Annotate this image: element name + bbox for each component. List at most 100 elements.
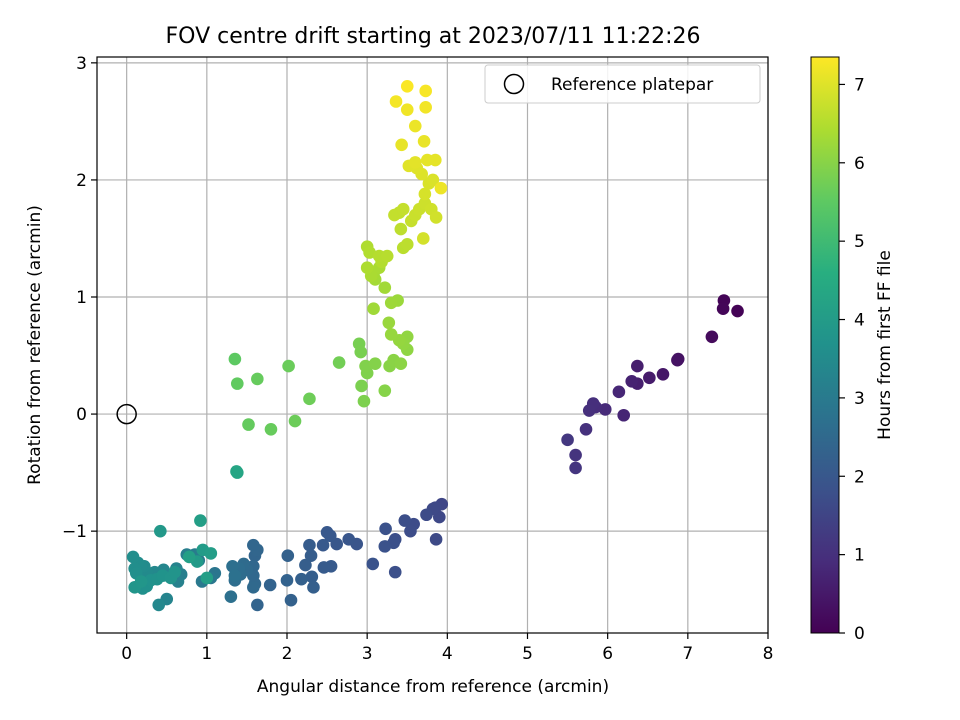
data-point <box>388 565 402 579</box>
legend-marker <box>503 73 525 95</box>
data-point <box>303 392 316 406</box>
data-point <box>418 187 432 201</box>
data-point <box>182 550 196 564</box>
data-point <box>168 565 182 579</box>
data-point <box>342 533 356 546</box>
x-axis-label: Angular distance from reference (arcmin) <box>257 677 609 697</box>
data-point <box>247 538 260 552</box>
data-point <box>579 422 593 436</box>
data-point <box>379 522 392 536</box>
data-point <box>569 448 582 462</box>
data-point <box>394 222 408 236</box>
data-point <box>731 304 744 318</box>
data-point <box>396 202 410 216</box>
data-points <box>126 79 744 612</box>
data-point <box>404 524 417 538</box>
data-point <box>429 153 442 167</box>
x-tick-label: 3 <box>362 644 373 664</box>
data-point <box>134 575 148 588</box>
data-point <box>400 79 414 93</box>
data-point <box>631 359 644 373</box>
data-point <box>656 367 670 381</box>
plot-frame <box>96 56 769 634</box>
data-point <box>282 359 295 373</box>
y-axis-ticks: −1 0 1 2 3 <box>62 54 97 542</box>
data-point <box>317 561 331 574</box>
data-point <box>332 356 346 369</box>
data-point <box>408 119 422 133</box>
data-point <box>323 529 337 543</box>
legend: Reference platepar <box>484 64 761 104</box>
x-axis-ticks: 0 1 2 3 4 5 6 7 8 <box>121 633 773 664</box>
data-point <box>224 590 238 604</box>
data-point <box>251 598 264 612</box>
data-point <box>200 571 214 585</box>
data-point <box>126 550 140 564</box>
colorbar-tick-label: 7 <box>854 75 865 95</box>
colorbar-gradient <box>810 56 840 634</box>
data-point <box>426 173 440 187</box>
x-tick-label: 5 <box>522 644 533 664</box>
data-point <box>419 84 432 98</box>
x-tick-label: 1 <box>201 644 212 664</box>
data-point <box>288 414 302 428</box>
data-point <box>416 232 430 245</box>
colorbar-tick-label: 5 <box>854 232 865 252</box>
data-point <box>247 581 260 594</box>
colorbar: 0 1 2 3 4 5 6 7 Hours from first FF file <box>810 56 895 644</box>
data-point <box>363 246 376 259</box>
x-tick-label: 8 <box>763 644 774 664</box>
data-point <box>360 261 374 275</box>
data-point <box>366 557 380 571</box>
data-point <box>380 249 394 263</box>
data-point <box>612 385 626 399</box>
x-tick-label: 7 <box>682 644 693 664</box>
data-point <box>281 549 295 563</box>
data-point <box>251 372 264 386</box>
x-tick-label: 2 <box>282 644 293 664</box>
colorbar-ticks: 0 1 2 3 4 5 6 7 <box>839 75 865 644</box>
data-point <box>420 508 433 522</box>
data-point <box>384 328 398 341</box>
data-point <box>194 514 207 527</box>
y-tick-label: −1 <box>62 522 87 542</box>
data-point <box>625 374 639 388</box>
data-point <box>284 593 298 607</box>
colorbar-tick-label: 0 <box>854 624 865 644</box>
data-point <box>355 379 368 393</box>
legend-box <box>484 64 761 104</box>
data-point <box>357 394 371 408</box>
data-point <box>398 514 412 527</box>
data-point <box>263 578 277 592</box>
colorbar-tick-label: 3 <box>854 389 865 409</box>
data-point <box>316 538 330 552</box>
x-tick-label: 4 <box>442 644 453 664</box>
data-point <box>378 384 392 397</box>
colorbar-tick-label: 6 <box>854 154 865 174</box>
data-point <box>429 533 443 546</box>
data-point <box>671 352 685 366</box>
data-point <box>304 549 318 563</box>
data-point <box>395 138 408 152</box>
data-point <box>400 238 414 251</box>
data-point <box>434 181 448 195</box>
data-point <box>417 134 431 148</box>
data-point <box>264 422 278 436</box>
data-point <box>617 408 630 422</box>
y-tick-label: 1 <box>76 288 87 308</box>
colorbar-tick-label: 4 <box>854 311 865 331</box>
data-point <box>307 581 320 594</box>
colorbar-label: Hours from first FF file <box>875 250 895 440</box>
colorbar-tick-label: 1 <box>854 546 865 566</box>
data-point <box>228 569 242 582</box>
data-point <box>408 156 422 169</box>
data-point <box>367 302 380 316</box>
data-point <box>230 465 243 478</box>
data-point <box>368 357 382 371</box>
x-tick-label: 0 <box>121 644 132 664</box>
data-point <box>228 352 242 366</box>
data-point <box>305 570 319 584</box>
data-point <box>429 211 443 224</box>
data-point <box>230 377 244 390</box>
